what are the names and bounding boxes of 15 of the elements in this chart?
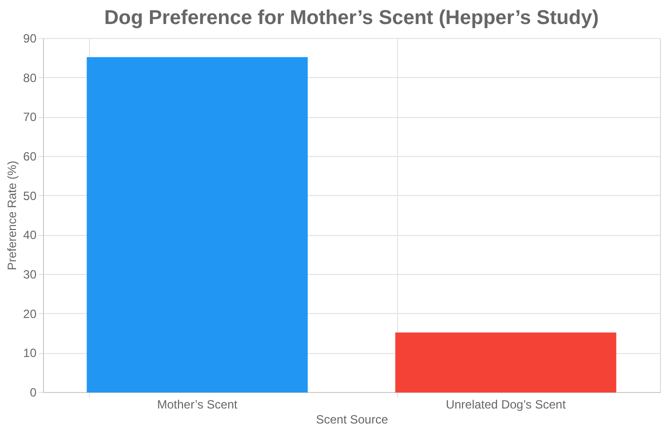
y-tick-label: 70: [23, 110, 37, 124]
y-tick-label: 90: [23, 32, 37, 46]
y-tick-label: 0: [30, 386, 37, 400]
y-tick-label: 60: [23, 150, 37, 164]
x-axis-title: Scent Source: [316, 412, 388, 426]
y-axis-title: Preference Rate (%): [5, 160, 20, 270]
y-tick-label: 40: [23, 228, 37, 242]
y-tick-label: 80: [23, 70, 37, 85]
y-tick-label: 50: [23, 188, 37, 203]
y-tick-label: 10: [23, 346, 37, 360]
y-tick-label: 20: [23, 306, 37, 321]
chart-title: Dog Preference for Mother’s Scent (Hepper’s Study): [104, 7, 599, 29]
y-tick-label: 30: [23, 268, 37, 282]
x-tick-label: Mother’s Scent: [157, 398, 238, 412]
x-tick-label: Unrelated Dog’s Scent: [446, 398, 566, 412]
